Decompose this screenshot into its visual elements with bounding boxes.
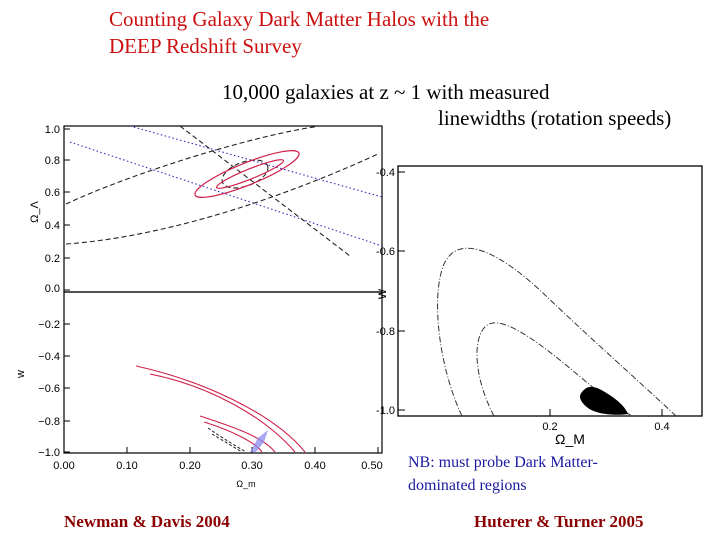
left-figure: 1.0 0.8 0.6 0.4 0.2 0.0 Ω_Λ −0.2 −0.4 −0… <box>15 124 383 489</box>
credit-right: Huterer & Turner 2005 <box>474 512 644 531</box>
credit-left: Newman & Davis 2004 <box>64 512 230 531</box>
bottom-y-tick-label: −0.2 <box>38 319 60 331</box>
right-x-tick-label: 0.2 <box>542 421 557 433</box>
right-y-tick-label: -1.0 <box>376 405 395 417</box>
note-line-1: NB: must probe Dark Matter- <box>408 454 598 471</box>
top-y-tick-label: 0.0 <box>45 283 60 295</box>
bottom-red-contours <box>135 365 306 453</box>
bottom-y-tick-label: −0.6 <box>38 383 60 395</box>
bottom-y-tick-label: −0.8 <box>38 416 60 428</box>
note-line-2: dominated regions <box>408 477 527 494</box>
dash-dot-contour-outer <box>437 247 677 417</box>
bottom-x-tick-label: 0.10 <box>116 460 137 472</box>
top-y-axis-label: Ω_Λ <box>29 201 41 223</box>
red-contour-inner <box>215 159 285 189</box>
top-y-ticks <box>64 128 70 291</box>
bottom-panel-frame <box>63 291 383 454</box>
right-contours <box>437 247 677 417</box>
top-y-tick-label: 0.4 <box>45 220 60 232</box>
top-blue-dotted-lines <box>69 125 383 247</box>
bottom-x-ticks <box>63 447 379 453</box>
bottom-y-tick-label: −1.0 <box>38 447 60 459</box>
bottom-y-axis-label: w <box>15 370 27 379</box>
title-line-1: Counting Galaxy Dark Matter Halos with t… <box>109 7 490 31</box>
right-x-axis-label: Ω_M <box>555 431 585 447</box>
bottom-x-tick-label: 0.30 <box>241 460 262 472</box>
right-panel-frame <box>397 165 703 417</box>
black-dashed-curve <box>179 125 351 257</box>
black-dashed-curve <box>65 125 321 205</box>
bottom-black-dashed <box>207 427 247 453</box>
subtitle-line-2: linewidths (rotation speeds) <box>438 106 672 130</box>
bottom-x-tick-label: 0.20 <box>179 460 200 472</box>
blue-dotted-line <box>69 141 383 247</box>
right-y-tick-label: -0.8 <box>376 326 395 338</box>
bottom-x-tick-label: 0.50 <box>361 460 382 472</box>
red-contour-outer <box>194 150 300 198</box>
slide-subtitle: 10,000 galaxies at z ~ 1 with measured l… <box>222 79 671 131</box>
slide-title: Counting Galaxy Dark Matter Halos with t… <box>109 6 489 60</box>
right-y-ticks <box>398 171 405 411</box>
top-y-tick-label: 1.0 <box>45 124 60 136</box>
right-x-tick-label: 0.4 <box>654 421 669 433</box>
title-line-2: DEEP Redshift Survey <box>109 34 302 58</box>
blue-dotted-line <box>129 125 383 198</box>
note-text: NB: must probe Dark Matter- dominated re… <box>408 451 598 497</box>
bottom-x-tick-label: 0.40 <box>304 460 325 472</box>
top-y-tick-label: 0.8 <box>45 155 60 167</box>
top-y-tick-label: 0.6 <box>45 187 60 199</box>
top-red-contours <box>194 150 300 198</box>
bottom-y-ticks <box>64 323 70 453</box>
blue-shaded-region <box>250 430 268 452</box>
top-y-tick-label: 0.2 <box>45 253 60 265</box>
right-y-tick-label: -0.6 <box>376 246 395 258</box>
bottom-x-tick-label: 0.00 <box>53 460 74 472</box>
red-contour-inner <box>199 415 276 453</box>
right-y-axis-label: w <box>373 288 389 300</box>
filled-black-region <box>580 386 628 415</box>
subtitle-line-1: 10,000 galaxies at z ~ 1 with measured <box>222 80 550 104</box>
dash-dot-contour-inner <box>476 322 633 417</box>
right-figure: -0.4 -0.6 -0.8 -1.0 w 0.2 0.4 Ω_M <box>373 165 703 447</box>
bottom-y-tick-label: −0.4 <box>38 351 60 363</box>
black-dashed-contour <box>207 427 247 453</box>
right-y-tick-label: -0.4 <box>376 167 395 179</box>
black-dashed-curve <box>65 153 379 245</box>
right-x-ticks <box>549 409 663 416</box>
top-panel-frame <box>63 125 383 293</box>
top-black-dashed-curves <box>65 125 379 257</box>
bottom-blue-region <box>250 430 268 452</box>
bottom-x-axis-label: Ω_m <box>236 479 255 489</box>
red-contour-outer <box>135 365 306 453</box>
